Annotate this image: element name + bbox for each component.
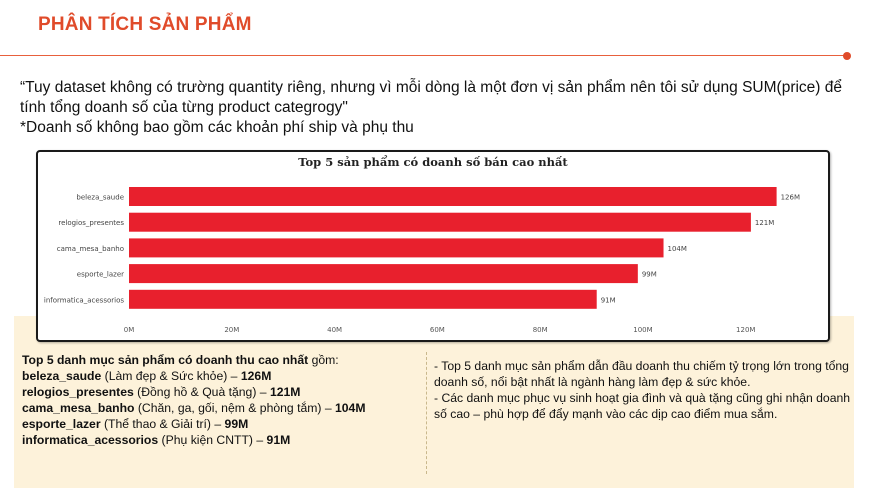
insights: - Top 5 danh mục sản phẩm dẫn đầu doanh … xyxy=(434,358,854,422)
category-label: esporte_lazer xyxy=(77,271,124,279)
top5-item: informatica_acessorios (Phụ kiện CNTT) –… xyxy=(22,432,422,448)
data-label: 99M xyxy=(642,271,657,279)
data-label: 91M xyxy=(601,296,616,304)
top5-item: relogios_presentes (Đồng hồ & Quà tặng) … xyxy=(22,384,422,400)
top5-item-value: 121M xyxy=(269,385,301,399)
top5-item: beleza_saude (Làm đẹp & Sức khỏe) – 126M xyxy=(22,368,422,384)
top5-item-value: 126M xyxy=(240,369,272,383)
top5-heading-rest: gồm: xyxy=(308,353,339,367)
top5-item-desc: (Làm đẹp & Sức khỏe) – xyxy=(101,369,241,383)
top5-item-value: 91M xyxy=(266,433,291,447)
insight-paragraph-2: - Các danh mục phục vụ sinh hoạt gia đìn… xyxy=(434,391,851,421)
top5-heading-bold: Top 5 danh mục sản phẩm có doanh thu cao… xyxy=(22,353,309,367)
top5-item-value: 104M xyxy=(335,401,366,415)
methodology-quote: “Tuy dataset không có trường quantity ri… xyxy=(20,78,850,138)
data-label: 126M xyxy=(781,194,800,202)
top5-item-desc: (Thể thao & Giải trí) – xyxy=(100,417,225,431)
x-tick-label: 60M xyxy=(430,326,445,334)
x-tick-label: 20M xyxy=(224,326,239,334)
notes-divider xyxy=(426,352,427,474)
category-label: cama_mesa_banho xyxy=(57,245,124,253)
data-label: 121M xyxy=(755,219,774,227)
top5-heading: Top 5 danh mục sản phẩm có doanh thu cao… xyxy=(22,352,422,368)
bar xyxy=(129,289,597,309)
data-label: 104M xyxy=(668,245,687,253)
insight-paragraph-1: - Top 5 danh mục sản phẩm dẫn đầu doanh … xyxy=(434,359,849,389)
bar-chart: Top 5 sản phẩm có doanh số bán cao nhất b… xyxy=(44,155,800,334)
x-tick-label: 0M xyxy=(124,326,135,334)
title-divider-dot xyxy=(843,52,851,60)
page-title: PHÂN TÍCH SẢN PHẨM xyxy=(38,14,252,35)
top5-item: esporte_lazer (Thể thao & Giải trí) – 99… xyxy=(22,416,422,432)
top5-item-desc: (Phụ kiện CNTT) – xyxy=(158,433,267,447)
top5-item-value: 99M xyxy=(224,417,249,431)
category-label: relogios_presentes xyxy=(58,219,124,227)
x-tick-label: 100M xyxy=(633,326,652,334)
quote-line-1: “Tuy dataset không có trường quantity ri… xyxy=(20,79,842,116)
top5-item-desc: (Đồng hồ & Quà tặng) – xyxy=(133,385,270,399)
top5-item-desc: (Chăn, ga, gối, nệm & phòng tắm) – xyxy=(134,401,335,415)
quote-line-2: *Doanh số không bao gồm các khoản phí sh… xyxy=(20,119,414,136)
top5-list: Top 5 danh mục sản phẩm có doanh thu cao… xyxy=(22,352,422,448)
bar-chart-card: Top 5 sản phẩm có doanh số bán cao nhất b… xyxy=(36,150,830,342)
x-tick-label: 80M xyxy=(533,326,548,334)
top5-item-name: informatica_acessorios xyxy=(22,433,159,447)
top5-item-name: cama_mesa_banho xyxy=(22,401,135,415)
title-divider xyxy=(0,55,846,56)
top5-item: cama_mesa_banho (Chăn, ga, gối, nệm & ph… xyxy=(22,400,422,416)
category-label: informatica_acessorios xyxy=(44,296,124,304)
chart-title: Top 5 sản phẩm có doanh số bán cao nhất xyxy=(298,155,568,169)
bar xyxy=(129,212,751,232)
notes-panel xyxy=(14,316,854,488)
top5-item-name: beleza_saude xyxy=(22,369,102,383)
bar xyxy=(129,238,664,258)
bar xyxy=(129,264,638,284)
x-tick-label: 40M xyxy=(327,326,342,334)
category-label: beleza_saude xyxy=(76,194,124,202)
bar xyxy=(129,187,777,206)
x-tick-label: 120M xyxy=(736,326,755,334)
top5-item-name: relogios_presentes xyxy=(22,385,134,399)
top5-item-name: esporte_lazer xyxy=(22,417,101,431)
